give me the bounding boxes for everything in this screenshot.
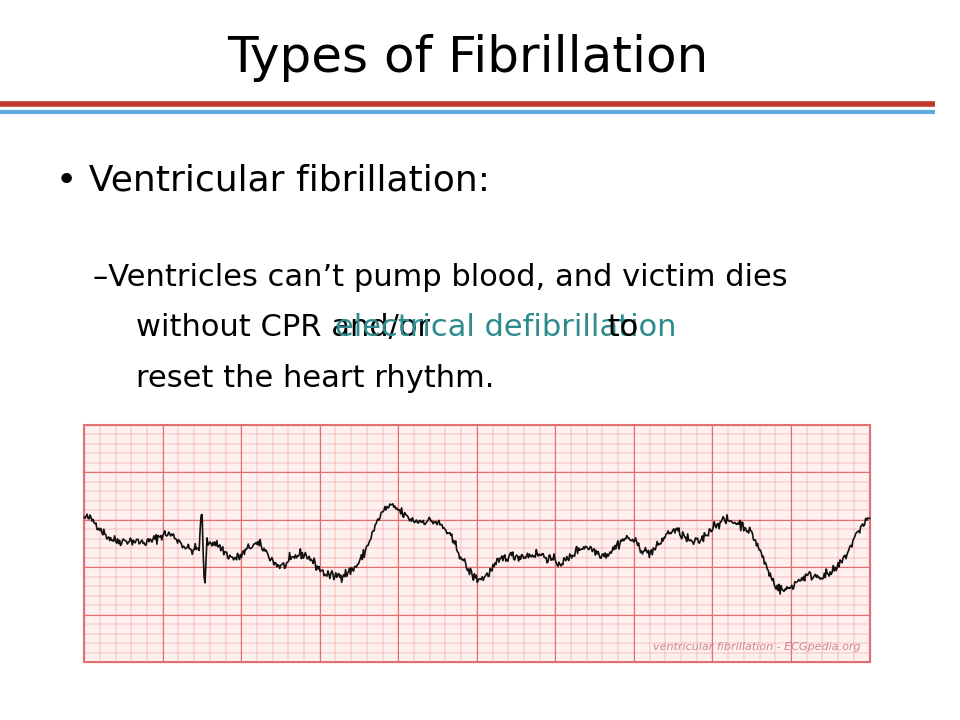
Text: to: to [598,313,638,342]
Bar [84,425,870,662]
Text: Types of Fibrillation: Types of Fibrillation [227,34,708,81]
Text: without CPR and/or: without CPR and/or [135,313,440,342]
Text: ventricular fibrillation - ECGpedia.org: ventricular fibrillation - ECGpedia.org [653,642,860,652]
Text: • Ventricular fibrillation:: • Ventricular fibrillation: [56,163,491,197]
Text: electrical defibrillation: electrical defibrillation [335,313,677,342]
Text: reset the heart rhythm.: reset the heart rhythm. [135,364,494,392]
Text: –Ventricles can’t pump blood, and victim dies: –Ventricles can’t pump blood, and victim… [93,263,788,292]
